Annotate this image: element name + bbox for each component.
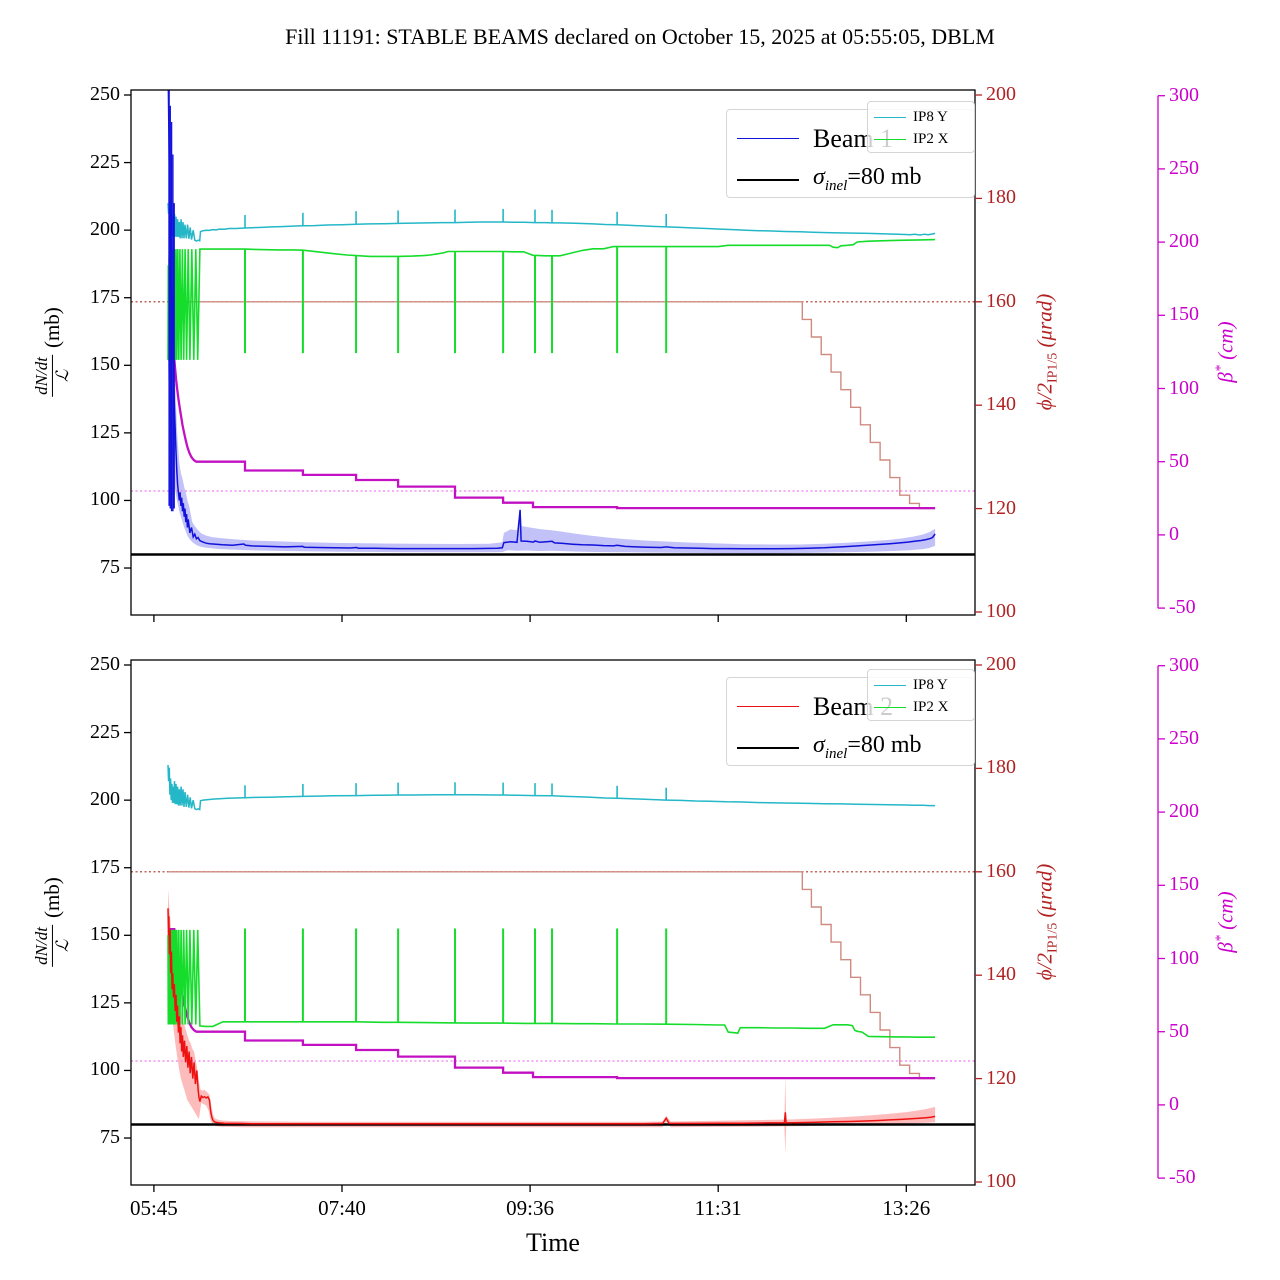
legend-beam2-line	[737, 706, 799, 707]
tick-label-cm-0: 0	[1169, 1092, 1179, 1115]
tick-label-urad-100: 100	[986, 1170, 1016, 1193]
tick-label-urad-140: 140	[986, 963, 1016, 986]
y-axis-label-mb-bottom: dN/dt ℒ (mb)	[31, 877, 72, 967]
tick-label-urad-140: 140	[986, 393, 1016, 416]
tick-label-urad-160: 160	[986, 859, 1016, 882]
tick-label-mb-125: 125	[90, 990, 120, 1013]
legend-ip8y-label: IP8 Y	[913, 676, 948, 693]
tick-label-mb-200: 200	[90, 788, 120, 811]
tick-label-x-13:26: 13:26	[882, 1196, 931, 1220]
tick-label-cm-100: 100	[1169, 946, 1199, 969]
tick-label-mb-175: 175	[90, 855, 120, 878]
legend-ip-top: IP8 Y IP2 X	[867, 101, 975, 153]
y-axis-label-mb-top: dN/dt ℒ (mb)	[31, 307, 72, 397]
tick-label-mb-150: 150	[90, 923, 120, 946]
tick-label-urad-180: 180	[986, 756, 1016, 779]
legend-ip-bottom: IP8 Y IP2 X	[867, 669, 975, 721]
tick-label-mb-100: 100	[90, 1058, 120, 1081]
tick-label-urad-200: 200	[986, 83, 1016, 106]
legend-row-sigma: σinel=80 mb	[737, 727, 964, 768]
legend-ip8y-line2	[874, 684, 906, 686]
tick-label-cm-150: 150	[1169, 873, 1199, 896]
tick-label-cm-200: 200	[1169, 800, 1199, 823]
tick-label-mb-125: 125	[90, 420, 120, 443]
tick-label-mb-150: 150	[90, 353, 120, 376]
tick-label-cm--50: -50	[1169, 596, 1196, 619]
legend-sigma-label: σinel=80 mb	[813, 164, 922, 194]
cm-label-text: β* (cm)	[1213, 321, 1238, 383]
tick-label-x-09:36: 09:36	[506, 1196, 555, 1220]
tick-label-cm-50: 50	[1169, 1019, 1189, 1042]
urad-label-text: ϕ/2IP1/5 (μrad)	[1032, 863, 1061, 981]
legend-ip2x-label: IP2 X	[913, 698, 949, 715]
legend-sigma-line	[737, 178, 799, 181]
legend-ip2x-line	[874, 138, 906, 140]
x-axis-label: Time	[526, 1228, 580, 1257]
tick-label-x-11:31: 11:31	[694, 1196, 742, 1220]
tick-label-cm--50: -50	[1169, 1166, 1196, 1189]
legend-ip2x-line2	[874, 706, 906, 708]
y-axis-label-urad-bottom: ϕ/2IP1/5 (μrad)	[1032, 864, 1061, 981]
tick-label-cm-150: 150	[1169, 303, 1199, 326]
tick-label-cm-250: 250	[1169, 156, 1199, 179]
y-axis-label-urad-top: ϕ/2IP1/5 (μrad)	[1032, 294, 1061, 411]
tick-label-cm-300: 300	[1169, 653, 1199, 676]
y-axis-label-cm-bottom: β* (cm)	[1214, 891, 1239, 952]
tick-label-mb-225: 225	[90, 720, 120, 743]
tick-label-cm-100: 100	[1169, 376, 1199, 399]
tick-label-urad-160: 160	[986, 289, 1016, 312]
legend-row-ip2x: IP2 X	[874, 696, 968, 718]
tick-label-mb-175: 175	[90, 285, 120, 308]
legend-row-sigma: σinel=80 mb	[737, 159, 964, 200]
legend-ip8y-label: IP8 Y	[913, 108, 948, 125]
tick-label-mb-200: 200	[90, 218, 120, 241]
tick-label-mb-100: 100	[90, 488, 120, 511]
tick-label-cm-200: 200	[1169, 230, 1199, 253]
tick-label-mb-250: 250	[90, 653, 120, 676]
mb-fraction: dN/dt ℒ	[31, 355, 72, 397]
mb-fraction: dN/dt ℒ	[31, 925, 72, 967]
tick-label-mb-75: 75	[100, 556, 120, 579]
legend-row-ip2x: IP2 X	[874, 128, 968, 150]
cm-label-text: β* (cm)	[1213, 891, 1238, 953]
tick-label-cm-0: 0	[1169, 522, 1179, 545]
tick-label-urad-120: 120	[986, 1066, 1016, 1089]
legend-sigma-label: σinel=80 mb	[813, 732, 922, 762]
legend-row-ip8y: IP8 Y	[874, 106, 968, 128]
figure-title: Fill 11191: STABLE BEAMS declared on Oct…	[285, 24, 995, 49]
y-axis-label-cm-top: β* (cm)	[1214, 321, 1239, 382]
tick-label-mb-225: 225	[90, 150, 120, 173]
tick-label-cm-250: 250	[1169, 726, 1199, 749]
tick-label-urad-120: 120	[986, 496, 1016, 519]
tick-label-urad-180: 180	[986, 186, 1016, 209]
tick-label-x-07:40: 07:40	[318, 1196, 366, 1220]
tick-label-mb-250: 250	[90, 83, 120, 106]
legend-sigma-line2	[737, 746, 799, 749]
legend-ip2x-label: IP2 X	[913, 130, 949, 147]
tick-label-urad-200: 200	[986, 653, 1016, 676]
legend-beam1-line	[737, 138, 799, 139]
urad-label-text: ϕ/2IP1/5 (μrad)	[1032, 293, 1061, 411]
tick-label-urad-100: 100	[986, 600, 1016, 623]
legend-row-ip8y: IP8 Y	[874, 674, 968, 696]
tick-label-x-05:45: 05:45	[129, 1196, 178, 1220]
tick-label-cm-50: 50	[1169, 449, 1189, 472]
tick-label-cm-300: 300	[1169, 83, 1199, 106]
tick-label-mb-75: 75	[100, 1126, 120, 1149]
legend-ip8y-line	[874, 116, 906, 118]
